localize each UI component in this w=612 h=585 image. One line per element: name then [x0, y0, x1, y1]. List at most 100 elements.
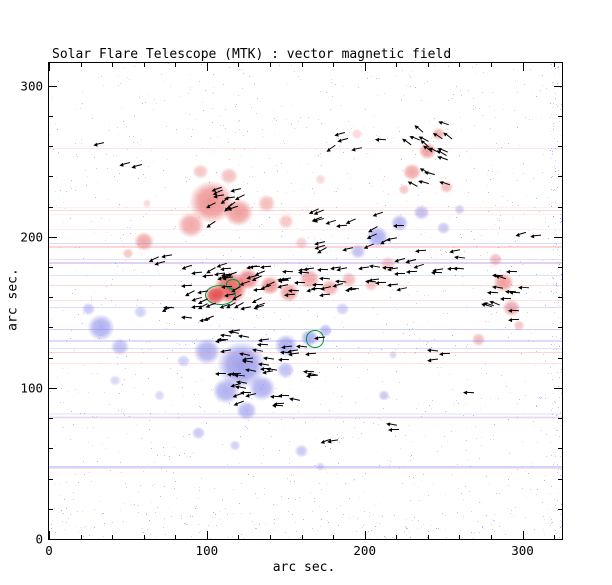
vector-arrow: [263, 367, 272, 369]
axis-tick: [558, 176, 562, 178]
vector-arrow: [388, 422, 397, 426]
axis-tick: [238, 63, 240, 67]
vector-arrow: [133, 163, 142, 167]
vector-arrow: [404, 139, 412, 146]
magnetic-blob-negative: [151, 387, 168, 403]
scan-noise-line: [49, 242, 562, 244]
axis-tick: [49, 297, 53, 299]
scan-noise-line: [49, 416, 562, 418]
x-tick-label: 300: [511, 543, 534, 558]
axis-tick: [49, 115, 53, 117]
axis-tick: [554, 63, 556, 67]
axis-tick: [558, 357, 562, 359]
vector-arrow: [307, 353, 316, 355]
vector-arrow: [409, 270, 418, 272]
axis-tick: [554, 236, 562, 238]
magnetic-blob-positive: [292, 233, 312, 252]
vector-arrow: [291, 289, 300, 291]
vector-arrow: [377, 281, 386, 283]
magnetic-blob-positive: [129, 227, 158, 255]
scan-noise-line: [49, 228, 562, 230]
axis-tick: [364, 63, 366, 71]
axis-tick: [558, 418, 562, 420]
magnetic-blob-positive: [120, 245, 136, 261]
axis-tick: [112, 535, 114, 539]
magnetic-blob-positive: [172, 206, 210, 243]
vector-arrow: [319, 269, 328, 271]
vector-arrow: [224, 285, 233, 287]
vector-arrow: [330, 439, 339, 442]
scan-noise-line: [49, 274, 562, 276]
vector-arrow: [309, 374, 318, 377]
magnetic-blob-positive: [429, 124, 449, 144]
scan-noise-line: [49, 417, 562, 419]
magnetic-blob-negative: [386, 211, 413, 236]
axis-tick: [49, 63, 50, 71]
axis-tick: [49, 327, 53, 329]
magnetic-blob-positive: [140, 197, 154, 210]
magnetic-blob-negative: [78, 300, 98, 319]
scan-noise-line: [49, 262, 562, 264]
axis-tick: [49, 448, 53, 450]
magnetic-blob-negative: [410, 202, 433, 224]
magnetic-blob-negative: [375, 387, 392, 403]
axis-tick: [49, 176, 53, 178]
vector-arrow: [242, 391, 251, 394]
scan-noise-line: [49, 468, 562, 469]
vector-arrow: [95, 141, 104, 145]
scan-noise-line: [49, 363, 562, 364]
axis-tick: [49, 531, 50, 539]
axis-tick: [522, 531, 524, 539]
axis-tick: [459, 63, 461, 67]
magnetic-blob-negative: [227, 437, 244, 453]
scan-noise-line: [49, 262, 562, 264]
vector-arrow: [285, 270, 294, 272]
axis-tick: [80, 63, 82, 67]
x-axis-title: arc sec.: [272, 560, 336, 575]
axis-tick: [558, 508, 562, 510]
vector-arrow: [184, 285, 193, 287]
vector-arrow: [466, 391, 475, 393]
axis-tick: [554, 539, 562, 540]
vector-arrow: [350, 287, 359, 289]
vector-arrow: [348, 218, 357, 223]
axis-tick: [49, 85, 57, 87]
vector-arrow: [328, 220, 337, 224]
magnetic-blob-positive: [312, 171, 329, 187]
x-tick-label: 100: [195, 543, 219, 558]
axis-tick: [269, 63, 271, 67]
scan-noise-line: [49, 206, 562, 208]
axis-tick: [554, 387, 562, 389]
y-tick-label: 0: [35, 531, 43, 547]
axis-tick: [459, 535, 461, 539]
vector-arrow: [439, 156, 448, 161]
axis-tick: [49, 357, 53, 359]
scan-noise-line: [49, 214, 562, 216]
axis-tick: [49, 478, 53, 480]
vector-arrow: [339, 137, 348, 141]
axis-tick: [143, 535, 145, 539]
vector-arrow: [511, 318, 520, 321]
axis-tick: [558, 115, 562, 117]
vector-arrow: [183, 316, 193, 319]
magnetic-blob-positive: [396, 182, 413, 198]
axis-tick: [427, 63, 429, 67]
magnetic-blob-positive: [468, 330, 488, 349]
magnetic-blob-negative: [386, 348, 400, 361]
scan-noise-line: [49, 262, 562, 264]
vector-arrow: [415, 263, 424, 267]
magnetic-blob-negative: [333, 300, 353, 319]
vector-arrow: [121, 162, 130, 166]
axis-tick: [558, 448, 562, 450]
vector-arrow: [259, 343, 268, 345]
vector-arrow: [398, 287, 407, 291]
scan-noise-line: [49, 412, 562, 415]
vector-arrow: [416, 126, 424, 133]
scan-noise-line: [49, 306, 562, 308]
axis-tick: [80, 535, 82, 539]
axis-tick: [558, 146, 562, 148]
plot-area: 0 100 200 300 0 100 200 300: [20, 62, 563, 558]
magnetic-blob-negative: [173, 351, 193, 370]
magnetic-blob-negative: [232, 396, 261, 425]
vector-arrow: [314, 283, 323, 285]
